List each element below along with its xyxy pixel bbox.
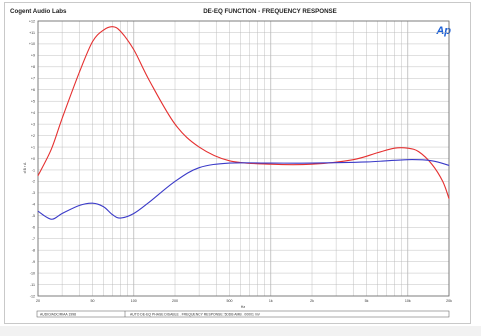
y-tick-label-14: -2 xyxy=(32,180,35,184)
series-0-point-8 xyxy=(133,49,135,50)
series-1-point-12 xyxy=(229,162,230,164)
y-tick-label-17: -5 xyxy=(32,214,35,218)
series-0-point-20 xyxy=(431,163,433,165)
series-1-point-18 xyxy=(448,165,450,166)
series-0-point-16 xyxy=(377,152,378,154)
series-0-point-3 xyxy=(78,72,80,73)
series-0-point-14 xyxy=(311,163,313,165)
x-tick-label-1: 50 xyxy=(91,299,95,303)
series-1-point-7 xyxy=(120,217,121,219)
series-0-point-2 xyxy=(61,118,63,119)
footer-right-text: AUTO DE-EQ PHASE DISABLE . FREQUENCY RES… xyxy=(130,313,261,317)
series-0-point-15 xyxy=(352,159,354,160)
series-1-point-0 xyxy=(37,210,39,212)
series-0-point-22 xyxy=(448,198,450,199)
series-1-point-1 xyxy=(50,218,52,220)
series-1-point-3 xyxy=(78,205,80,206)
series-1-point-14 xyxy=(311,162,313,164)
ap-logo: Ap xyxy=(435,25,451,37)
series-0-point-21 xyxy=(442,181,444,182)
y-tick-label-15: -3 xyxy=(32,191,35,195)
series-1-point-4 xyxy=(92,202,93,204)
y-tick-label-0: +12 xyxy=(29,19,35,23)
x-tick-label-0: 20 xyxy=(36,299,40,303)
y-tick-label-24: -12 xyxy=(30,294,35,298)
series-0-point-1 xyxy=(50,148,52,150)
y-tick-label-8: +4 xyxy=(31,111,35,115)
series-1-point-2 xyxy=(61,213,63,214)
y-tick-label-13: -1 xyxy=(32,168,35,172)
series-0-point-12 xyxy=(229,160,230,162)
x-tick-label-9: 20k xyxy=(446,299,452,303)
series-1-point-6 xyxy=(112,214,113,215)
x-tick-label-7: 5k xyxy=(365,299,369,303)
chart-title: DE-EQ FUNCTION - FREQUENCY RESPONSE xyxy=(203,8,337,15)
series-0-point-10 xyxy=(174,123,176,125)
y-tick-label-3: +9 xyxy=(31,54,35,58)
bottom-strip xyxy=(0,326,481,336)
series-1-point-9 xyxy=(149,201,150,203)
series-0-point-13 xyxy=(270,163,272,165)
y-tick-label-21: -9 xyxy=(32,260,35,264)
plot-border xyxy=(37,20,450,297)
y-tick-label-12: +0 xyxy=(31,157,35,161)
series-1-point-15 xyxy=(366,161,367,163)
y-tick-label-5: +7 xyxy=(31,77,35,81)
x-tick-label-5: 1k xyxy=(269,299,273,303)
y-tick-label-22: -10 xyxy=(30,271,35,275)
x-tick-label-8: 10k xyxy=(405,299,411,303)
series-1-point-8 xyxy=(133,213,135,214)
series-1-point-5 xyxy=(103,206,104,207)
company-name: Cogent Audio Labs xyxy=(10,8,67,15)
series-0-point-18 xyxy=(407,147,409,149)
series-0-point-9 xyxy=(149,80,150,81)
footer-left-text: AUDIO/ADC/RIAA 1998 xyxy=(40,313,76,317)
grid xyxy=(37,20,450,297)
series-0-point-5 xyxy=(103,29,104,31)
series-0-point-0 xyxy=(37,175,39,177)
y-tick-label-19: -7 xyxy=(32,237,35,241)
y-tick-label-4: +8 xyxy=(31,65,35,69)
series-0-point-11 xyxy=(198,146,200,148)
footer-box xyxy=(36,310,450,318)
series-1-point-11 xyxy=(198,167,200,169)
y-tick-label-18: -6 xyxy=(32,226,35,230)
x-tick-label-6: 2k xyxy=(310,299,314,303)
y-tick-label-10: +2 xyxy=(31,134,35,138)
y-tick-label-1: +11 xyxy=(29,31,35,35)
y-tick-labels: +12 +11 +10 +9 +8 +7 +6 +5 +4 +3 +2 +1 +0 -1 -2 -3 -4 -5 -… xyxy=(29,19,35,298)
y-axis-label: d B r A xyxy=(23,162,27,173)
x-tick-label-4: 500 xyxy=(227,299,233,303)
y-tick-label-20: -8 xyxy=(32,248,35,252)
y-tick-label-16: -4 xyxy=(32,203,35,207)
x-tick-label-3: 200 xyxy=(172,299,178,303)
x-tick-labels: 20 50 100 200 500 1k 2k 5k 10k 20k xyxy=(36,299,452,303)
y-tick-label-6: +6 xyxy=(31,88,35,92)
series-1-point-10 xyxy=(174,181,176,182)
series-0-point-17 xyxy=(394,147,395,149)
y-tick-label-23: -11 xyxy=(30,283,35,287)
y-tick-label-7: +5 xyxy=(31,100,35,104)
data-series xyxy=(37,26,450,220)
series-line-1 xyxy=(37,159,450,220)
x-axis-label: Hz xyxy=(241,305,246,309)
series-1-point-13 xyxy=(270,162,272,164)
y-tick-label-2: +10 xyxy=(29,42,35,46)
series-0-point-6 xyxy=(112,26,113,28)
x-tick-label-2: 100 xyxy=(131,299,137,303)
series-0-point-7 xyxy=(120,30,121,32)
series-0-point-4 xyxy=(92,41,93,42)
series-1-point-17 xyxy=(431,160,433,162)
y-tick-label-11: +1 xyxy=(31,145,35,149)
series-0-point-19 xyxy=(418,151,419,152)
y-tick-label-9: +3 xyxy=(31,122,35,126)
series-1-point-16 xyxy=(407,159,409,160)
